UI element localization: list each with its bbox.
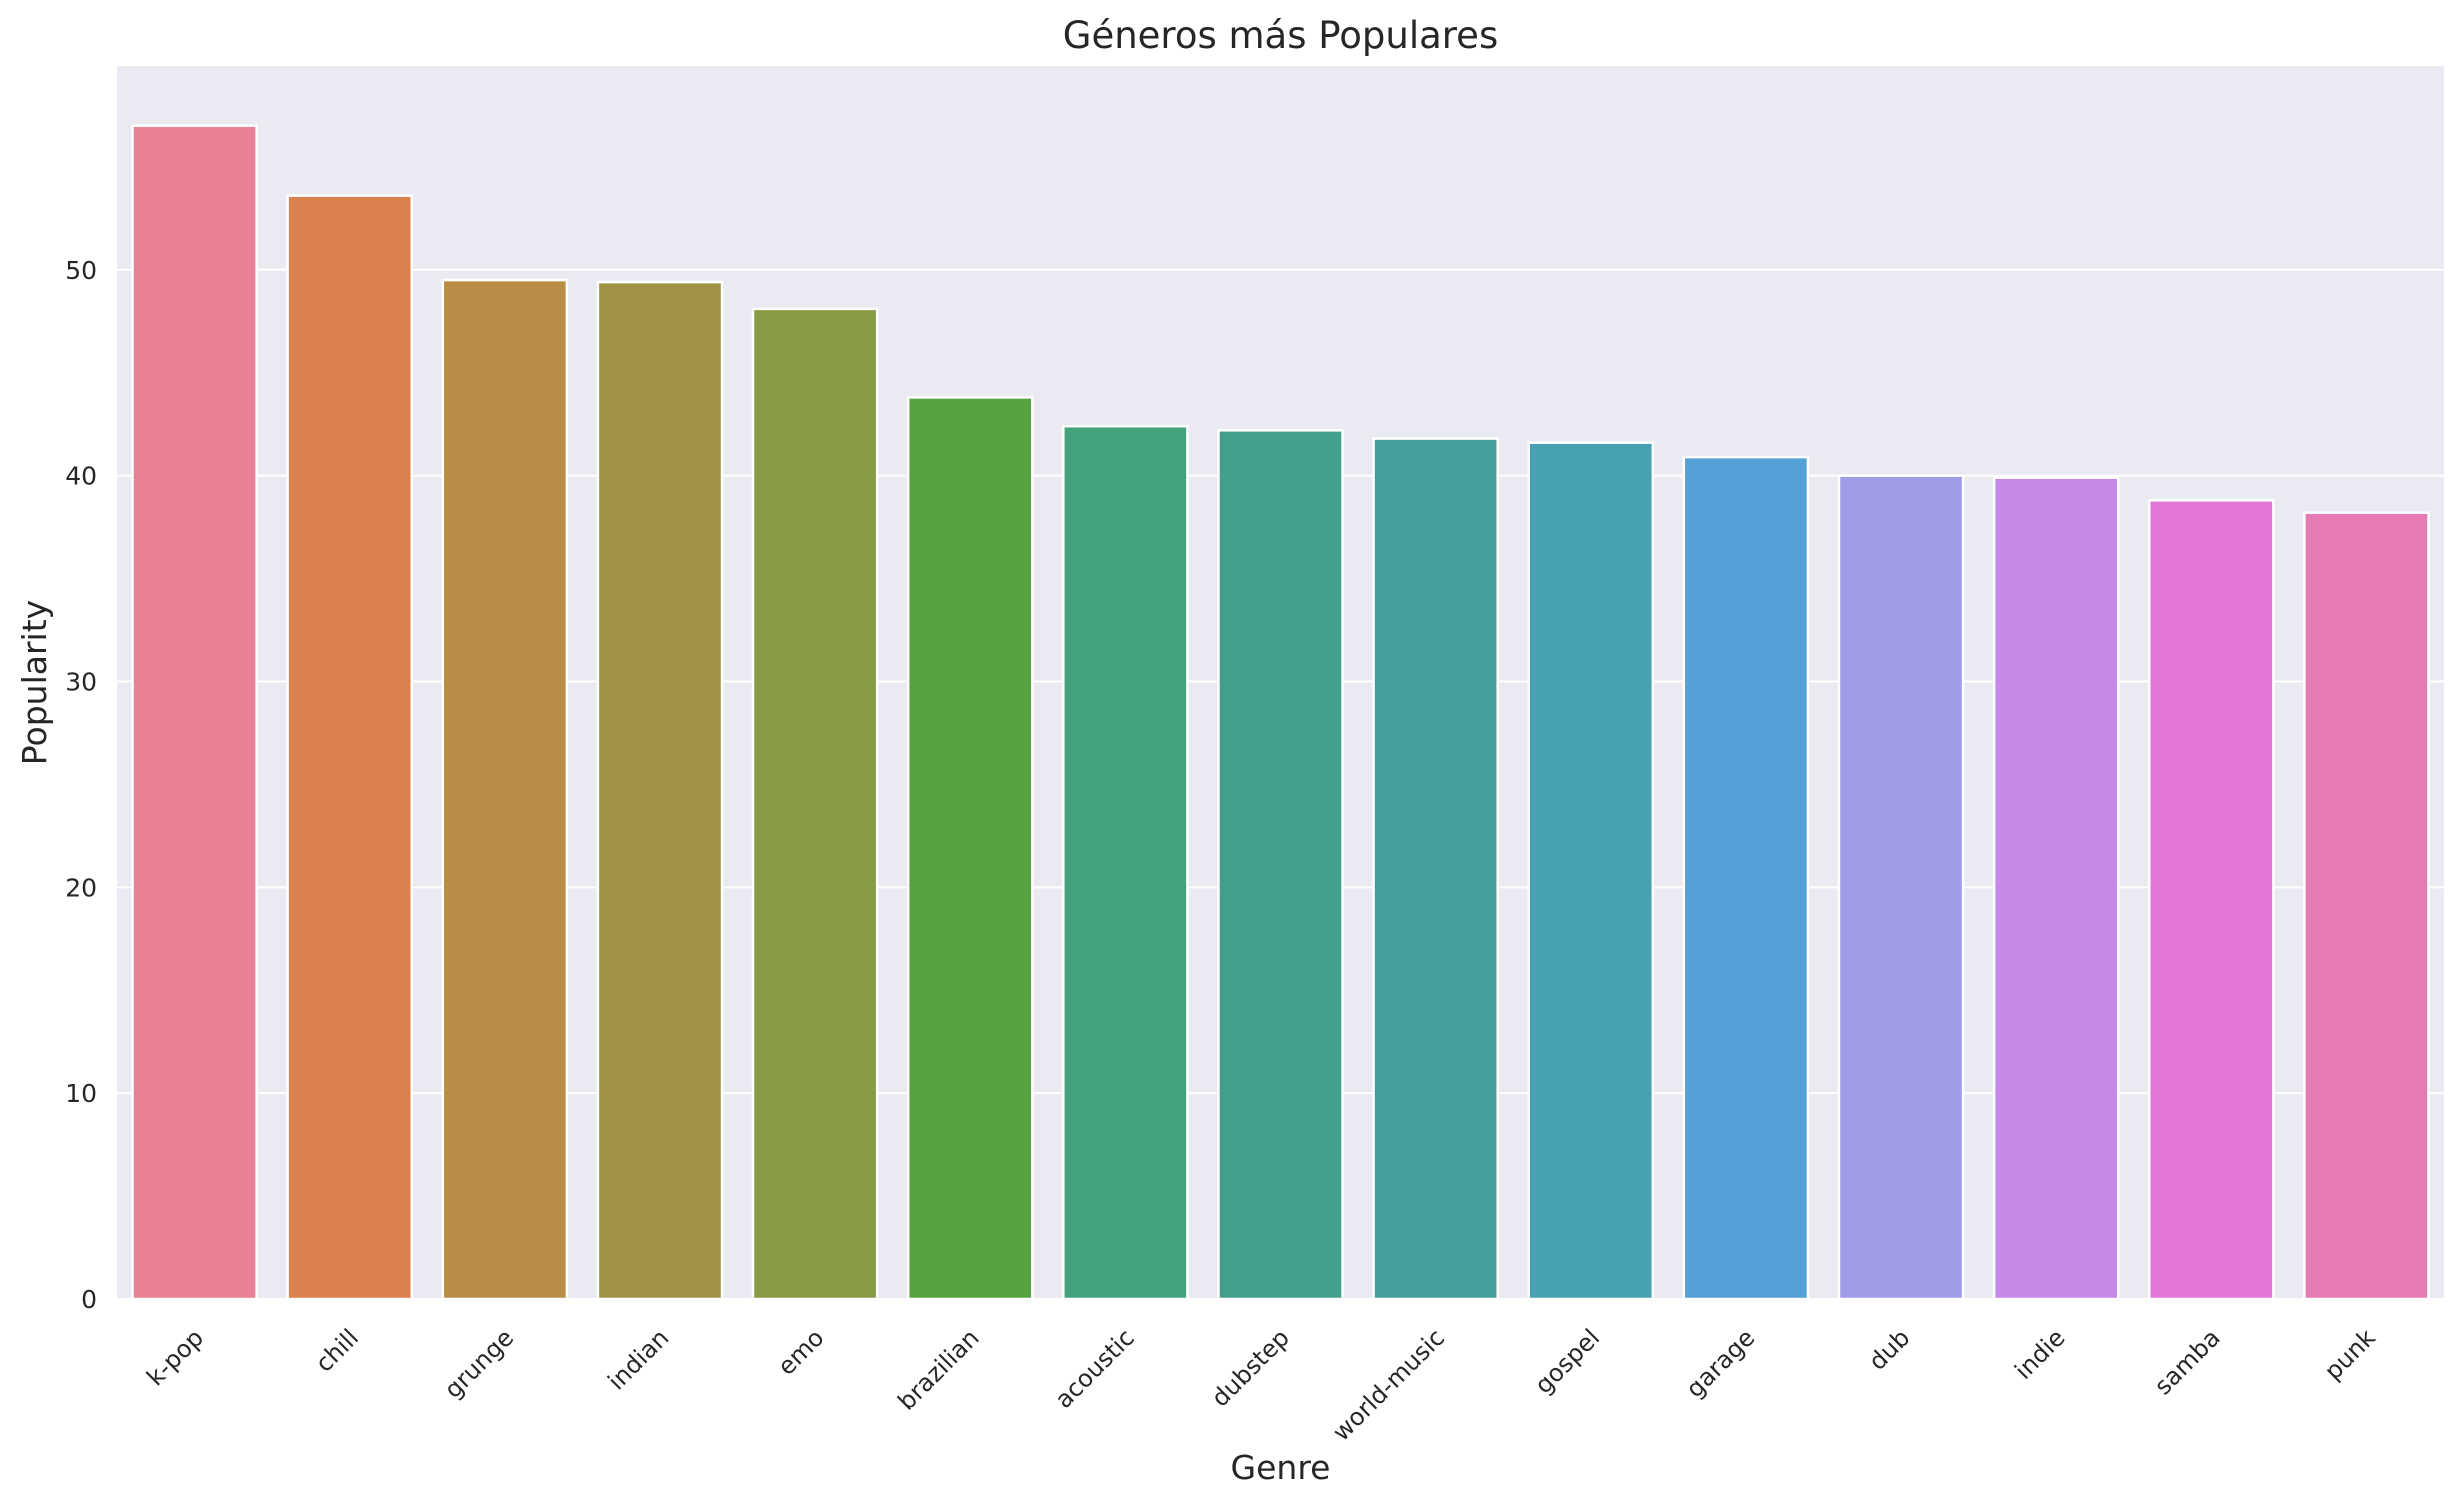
y-tick-label: 50: [65, 256, 97, 285]
bar-dub: [1837, 474, 1965, 1301]
x-tick-label: indian: [602, 1324, 674, 1396]
bar-dubstep: [1217, 429, 1344, 1301]
x-tick-label: world-music: [1327, 1324, 1450, 1447]
bar-garage: [1682, 455, 1810, 1301]
x-tick-label: acoustic: [1050, 1324, 1140, 1414]
y-tick-label: 0: [81, 1285, 97, 1314]
x-tick-label: grunge: [439, 1324, 519, 1404]
bar-samba: [2147, 499, 2275, 1301]
bar-k-pop: [131, 124, 258, 1301]
bar-brazilian: [906, 396, 1034, 1301]
x-tick-label: gospel: [1529, 1324, 1605, 1400]
y-axis-label: Popularity: [15, 600, 54, 765]
x-tick-label: emo: [772, 1324, 829, 1381]
bar-indie: [1992, 476, 2120, 1301]
chart-title: Géneros más Populares: [1063, 14, 1498, 57]
y-tick-label: 20: [65, 873, 97, 902]
y-tick-label: 30: [65, 667, 97, 696]
bar-acoustic: [1062, 424, 1189, 1301]
bars: [131, 124, 2430, 1301]
bar-grunge: [441, 278, 569, 1301]
x-tick-label: dubstep: [1206, 1324, 1295, 1413]
bar-punk: [2303, 511, 2430, 1301]
x-tick-label: brazilian: [893, 1324, 985, 1416]
y-axis-ticks: 0 10 20 30 40 50: [65, 256, 97, 1314]
y-tick-label: 40: [65, 462, 97, 491]
x-tick-label: punk: [2319, 1324, 2381, 1386]
x-tick-label: chill: [310, 1324, 364, 1378]
x-tick-label: samba: [2149, 1324, 2226, 1401]
bar-emo: [751, 307, 879, 1301]
x-tick-label: dub: [1863, 1324, 1915, 1376]
bar-indian: [596, 280, 724, 1301]
x-tick-label: garage: [1681, 1324, 1761, 1404]
x-tick-label: indie: [2009, 1324, 2070, 1385]
x-tick-label: k-pop: [141, 1324, 209, 1392]
x-axis-ticks: k-pop chill grunge indian emo brazilian acoust…: [141, 1324, 2381, 1447]
x-axis-label: Genre: [1231, 1448, 1331, 1487]
y-tick-label: 10: [65, 1079, 97, 1108]
bar-chill: [286, 194, 414, 1301]
bar-world-music: [1372, 437, 1499, 1301]
bar-gospel: [1527, 441, 1655, 1301]
